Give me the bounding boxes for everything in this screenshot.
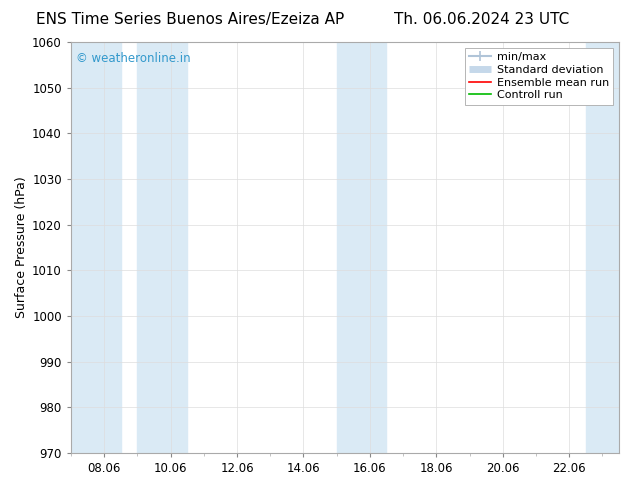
Bar bbox=[337, 42, 387, 453]
Bar bbox=[71, 42, 120, 453]
Legend: min/max, Standard deviation, Ensemble mean run, Controll run: min/max, Standard deviation, Ensemble me… bbox=[465, 48, 614, 105]
Text: ENS Time Series Buenos Aires/Ezeiza AP: ENS Time Series Buenos Aires/Ezeiza AP bbox=[36, 12, 344, 27]
Bar bbox=[138, 42, 187, 453]
Y-axis label: Surface Pressure (hPa): Surface Pressure (hPa) bbox=[15, 176, 28, 318]
Bar bbox=[586, 42, 619, 453]
Text: © weatheronline.in: © weatheronline.in bbox=[77, 52, 191, 65]
Text: Th. 06.06.2024 23 UTC: Th. 06.06.2024 23 UTC bbox=[394, 12, 569, 27]
